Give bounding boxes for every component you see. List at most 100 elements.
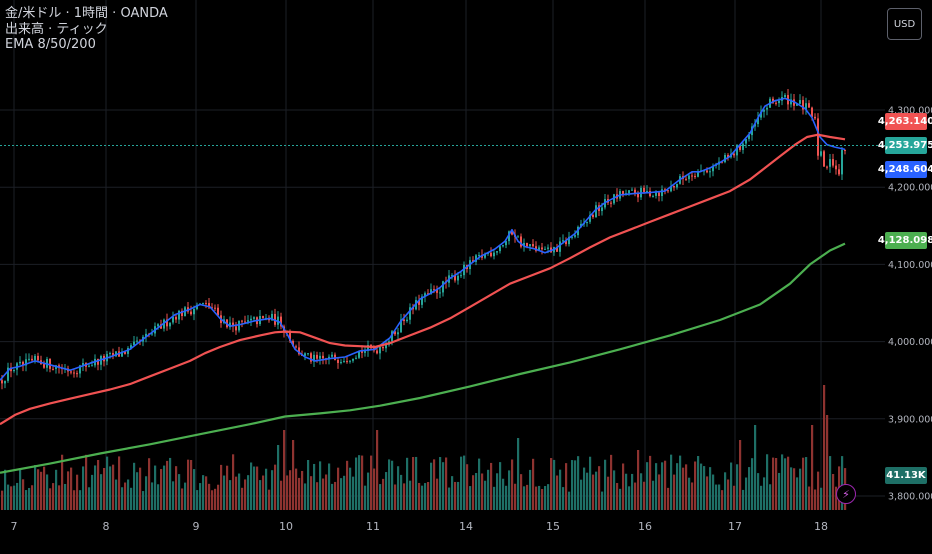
- candle: [250, 318, 252, 321]
- x-tick-label: 11: [366, 520, 380, 533]
- candle: [826, 166, 828, 168]
- volume-bar: [799, 468, 802, 510]
- candle: [316, 354, 318, 359]
- volume-bar: [211, 490, 214, 510]
- candle: [328, 356, 330, 360]
- candle: [319, 355, 321, 359]
- candle: [478, 254, 480, 256]
- candle: [229, 322, 231, 328]
- candle: [748, 135, 750, 139]
- ema200-price-tag: 4,128.098: [878, 232, 932, 249]
- volume-bar: [424, 483, 427, 510]
- candle: [298, 347, 300, 355]
- volume-bar: [766, 454, 769, 510]
- candle: [172, 316, 174, 323]
- legend-ema[interactable]: EMA 8/50/200: [5, 37, 96, 52]
- volume-bar: [646, 462, 649, 510]
- volume-bar: [739, 440, 742, 510]
- volume-bar: [346, 460, 349, 510]
- volume-bar: [460, 456, 463, 510]
- volume-bar: [484, 480, 487, 510]
- volume-bar: [709, 467, 712, 510]
- volume-bar: [775, 457, 778, 510]
- volume-bar: [43, 466, 46, 510]
- volume-bar: [841, 456, 844, 510]
- volume-bar: [205, 476, 208, 510]
- candle: [727, 155, 729, 158]
- volume-bar: [34, 465, 37, 510]
- volume-bar: [100, 474, 103, 510]
- volume-bar: [25, 490, 28, 510]
- candle: [676, 183, 678, 188]
- volume-bar: [187, 459, 190, 510]
- candle: [841, 149, 843, 175]
- ema-line-ema50: [0, 133, 846, 426]
- volume-bar: [520, 474, 523, 510]
- volume-bar: [148, 458, 151, 510]
- candle: [685, 178, 687, 180]
- volume-bar: [475, 473, 478, 510]
- volume-bar: [154, 465, 157, 510]
- volume-bar: [184, 482, 187, 510]
- volume-bar: [700, 463, 703, 510]
- x-tick-label: 7: [11, 520, 18, 533]
- candle: [358, 351, 360, 358]
- volume-bar: [115, 479, 118, 510]
- volume-bar: [79, 490, 82, 510]
- candle: [646, 191, 648, 193]
- volume-bar: [1, 490, 4, 510]
- currency-button[interactable]: USD: [887, 8, 922, 40]
- volume-bar: [823, 385, 826, 510]
- candle: [655, 192, 657, 196]
- candle: [355, 357, 357, 359]
- candle: [706, 170, 708, 173]
- lightning-icon[interactable]: ⚡: [836, 484, 856, 504]
- volume-bar: [616, 483, 619, 510]
- last-price-tag: 4,253.975: [878, 137, 932, 154]
- candle: [124, 351, 126, 354]
- volume-bar: [415, 456, 418, 510]
- volume-bar: [418, 482, 421, 510]
- volume-bar: [562, 487, 565, 510]
- volume-bar: [556, 475, 559, 510]
- candle: [622, 191, 624, 196]
- candle: [595, 205, 597, 218]
- volume-bar: [820, 487, 823, 510]
- candle: [472, 260, 474, 262]
- volume-bar: [541, 489, 544, 510]
- x-tick-label: 14: [459, 520, 473, 533]
- volume-bar: [385, 472, 388, 510]
- volume-bar: [328, 463, 331, 510]
- volume-bar: [61, 454, 64, 510]
- candle: [565, 240, 567, 245]
- candle: [133, 341, 135, 346]
- candle: [790, 99, 792, 105]
- candle: [13, 369, 15, 372]
- volume-bar: [763, 477, 766, 510]
- volume-bar: [574, 460, 577, 510]
- candle: [778, 100, 780, 104]
- volume-bar: [181, 488, 184, 510]
- candle: [667, 190, 669, 192]
- candle: [754, 124, 756, 127]
- volume-bar: [340, 478, 343, 510]
- candle: [517, 236, 519, 238]
- volume-bar: [307, 460, 310, 510]
- volume-bar: [31, 485, 34, 510]
- volume-bar: [658, 474, 661, 510]
- candle: [709, 171, 711, 173]
- volume-bar: [613, 470, 616, 510]
- candle: [475, 255, 477, 262]
- candle: [193, 308, 195, 315]
- candle: [436, 289, 438, 293]
- legend-symbol[interactable]: 金/米ドル · 1時間 · OANDA: [5, 6, 168, 21]
- volume-bar: [208, 483, 211, 510]
- volume-bar: [163, 465, 166, 510]
- volume-bar: [127, 479, 130, 510]
- volume-bar: [400, 474, 403, 510]
- volume-bar: [232, 454, 235, 510]
- legend-volume[interactable]: 出来高 · ティック: [5, 21, 108, 37]
- volume-bar: [691, 482, 694, 510]
